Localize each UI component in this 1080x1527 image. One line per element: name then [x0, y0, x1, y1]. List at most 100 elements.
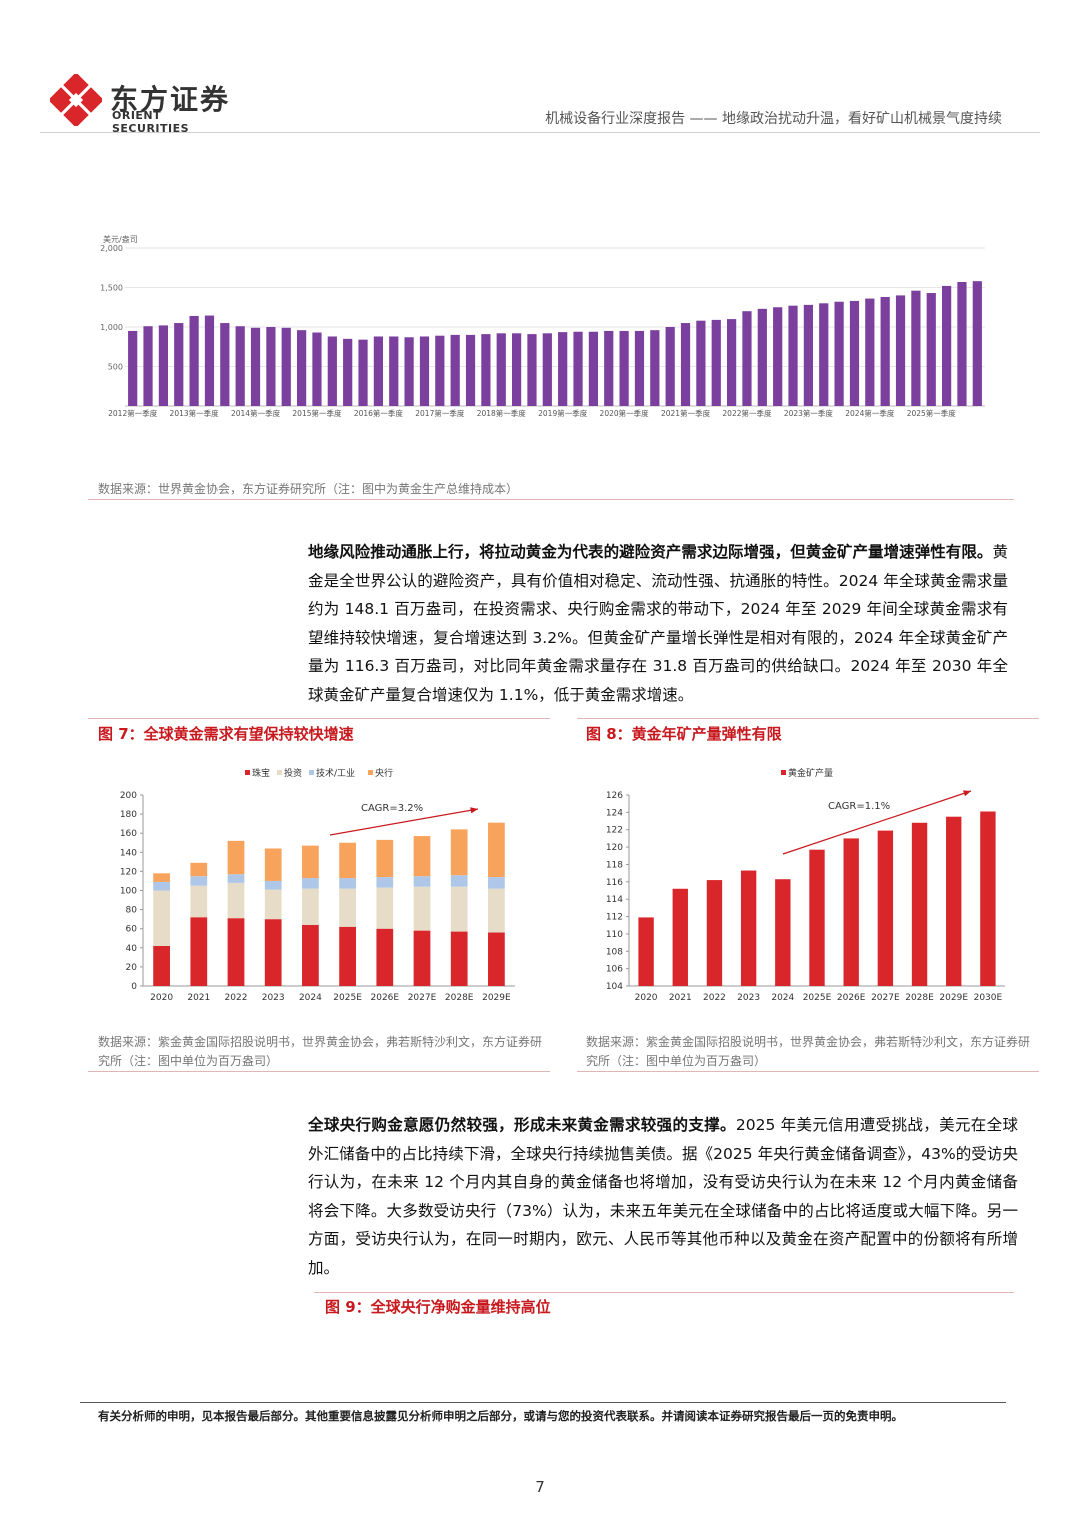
chart1-bar: [542, 333, 552, 406]
chart1-bar: [665, 327, 675, 406]
bar-segment: [809, 849, 825, 986]
cagr-arrow-head: [470, 807, 478, 814]
logo-en: ORIENT SECURITIES: [112, 109, 190, 135]
bar-segment: [264, 889, 282, 920]
x-tick-label: 2023: [262, 993, 285, 1003]
footer-divider: [80, 1402, 1006, 1403]
legend-swatch: [277, 770, 282, 775]
chart1-bar: [727, 319, 737, 406]
y-tick-label: 124: [606, 808, 623, 818]
y-tick-label: 116: [606, 878, 623, 888]
fig9-top-divider: [314, 1292, 1014, 1293]
fig8-title: 图 8：黄金年矿产量弹性有限: [586, 725, 782, 743]
bar-segment: [450, 886, 468, 932]
chart1-bar: [865, 298, 875, 406]
bar-segment: [227, 882, 245, 919]
fig8-source: 数据来源：紫金黄金国际招股说明书，世界黄金协会，弗若斯特沙利文，东方证券研究所（…: [586, 1035, 1031, 1068]
chart1-bar: [880, 296, 890, 406]
x-tick-label: 2024: [771, 993, 794, 1003]
x-tick-label: 2023: [737, 993, 760, 1003]
chart1-bar: [235, 326, 245, 406]
chart1-bar: [450, 334, 460, 406]
bar-segment: [450, 931, 468, 986]
chart1-bar: [803, 304, 813, 406]
chart1-bar: [358, 339, 368, 406]
bar-segment: [153, 873, 170, 882]
bar-segment: [488, 932, 505, 986]
footer-disclaimer: 有关分析师的申明，见本报告最后部分。其他重要信息披露见分析师申明之后部分，或请与…: [98, 1409, 903, 1423]
chart1-bar: [481, 334, 491, 406]
y-tick-label: 20: [126, 963, 138, 973]
bar-segment: [980, 811, 996, 986]
bar-segment: [450, 875, 468, 887]
bar-segment: [190, 862, 208, 877]
bar-segment: [190, 876, 208, 886]
y-tick-label: 110: [606, 930, 623, 940]
fig7-chart-svg: 珠宝 投资 技术/工业 央行 0 20 40 60 80 100 120 140 160 180 200 20…: [120, 767, 515, 1003]
bar-segment: [911, 822, 928, 986]
y-tick-label: 160: [120, 829, 137, 839]
y-tick-label: 122: [606, 826, 623, 836]
chart1-bar: [297, 330, 307, 406]
logo-cn: 东方证券: [110, 83, 231, 116]
chart1-bar: [634, 330, 645, 406]
x-tick-label: 2022: [225, 993, 248, 1003]
chart1-bar: [281, 327, 291, 406]
bar-segment: [450, 829, 468, 876]
chart1-bar: [189, 315, 199, 406]
chart1-bar: [465, 334, 476, 406]
x-tick-label: 2022: [703, 993, 726, 1003]
chart1-ytick: 1,000: [100, 323, 123, 332]
bar-segment: [227, 918, 245, 986]
x-tick-label: 2027E: [408, 993, 437, 1003]
chart1-bar: [696, 320, 706, 406]
chart1-bar: [327, 336, 337, 406]
chart1-xtick: 2020第一季度: [600, 408, 650, 418]
chart1-bar: [588, 331, 598, 406]
bar-segment: [339, 926, 356, 986]
legend-label: 投资: [284, 767, 302, 779]
bar-segment: [302, 924, 319, 986]
bar-segment: [227, 840, 245, 875]
chart1-bar: [773, 307, 783, 406]
y-tick-label: 0: [131, 982, 137, 992]
x-tick-label: 2025E: [803, 993, 832, 1003]
chart1-xtick: 2016第一季度: [354, 408, 404, 418]
y-tick-label: 118: [606, 860, 623, 870]
chart1-ytick: 1,500: [100, 284, 123, 293]
x-tick-label: 2020: [635, 993, 658, 1003]
x-tick-label: 2030E: [974, 993, 1003, 1003]
x-tick-label: 2026E: [371, 993, 400, 1003]
fig7-bottom-divider: [88, 1071, 550, 1072]
chart1-bar: [527, 334, 537, 406]
bar-segment: [413, 876, 431, 887]
bar-segment: [302, 878, 319, 889]
x-tick-label: 2029E: [482, 993, 511, 1003]
chart1-bar: [435, 335, 445, 406]
y-tick-label: 112: [606, 913, 623, 923]
chart1-bar: [343, 338, 353, 406]
y-tick-label: 126: [606, 791, 623, 801]
bar-segment: [227, 874, 245, 883]
cagr-annotation: CAGR=3.2%: [361, 803, 423, 814]
chart1-bar: [849, 300, 860, 406]
chart1-bar: [742, 311, 752, 406]
chart1-bar: [895, 295, 906, 406]
bar-segment: [339, 888, 356, 927]
paragraph-central-bank-lead: 全球央行购金意愿仍然较强，形成未来黄金需求较强的支撑。: [308, 1116, 736, 1134]
fig8-chart-svg: 黄金矿产量 104 106 108 110 112 114 116 118 120 122 124 12…: [606, 767, 1005, 1003]
orient-logo-icon: [50, 74, 102, 126]
legend-label: 黄金矿产量: [788, 767, 833, 779]
chart1-bar: [957, 281, 967, 406]
fig9-title: 图 9：全球央行净购金量维持高位: [325, 1298, 551, 1316]
bar-segment: [877, 830, 894, 986]
legend-label: 央行: [375, 767, 393, 779]
chart1-bar: [512, 333, 522, 406]
y-tick-label: 100: [120, 887, 137, 897]
chart1-bar: [573, 331, 583, 406]
y-tick-label: 114: [606, 895, 623, 905]
chart1-xtick: 2012第一季度: [108, 408, 158, 418]
chart1-xtick: 2018第一季度: [477, 408, 527, 418]
logo: 东方证券 ORIENT SECURITIES: [50, 74, 240, 135]
fig7-title: 图 7：全球黄金需求有望保持较快增速: [98, 725, 354, 743]
